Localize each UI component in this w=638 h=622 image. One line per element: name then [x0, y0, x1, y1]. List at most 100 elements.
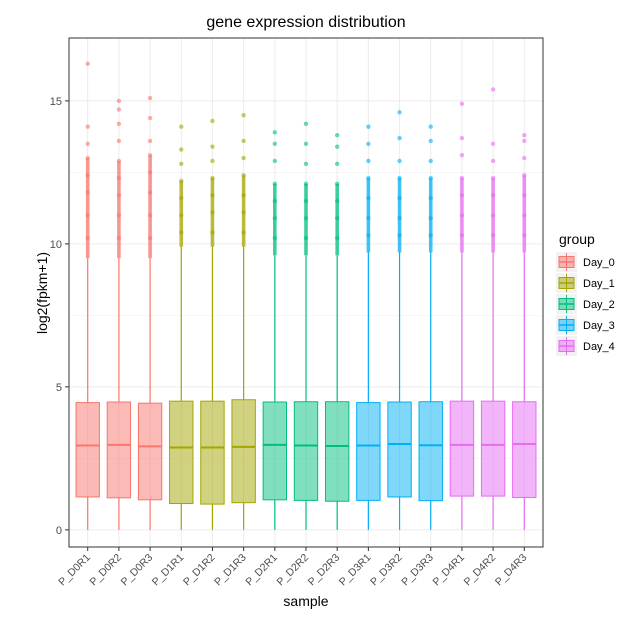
outlier-point — [522, 193, 527, 198]
outlier-point — [459, 193, 465, 198]
outlier-point — [210, 230, 215, 235]
outlier-point — [397, 110, 402, 115]
outlier-point — [147, 235, 153, 241]
outlier-point — [116, 98, 122, 104]
outlier-point — [397, 215, 402, 221]
outlier-point — [303, 235, 309, 241]
outlier-point — [334, 133, 340, 138]
outlier-point — [85, 213, 90, 218]
boxplot-P_D0R2 — [106, 98, 132, 530]
outlier-point — [116, 138, 122, 144]
box — [512, 401, 537, 499]
outlier-point — [522, 133, 527, 138]
box — [262, 401, 288, 501]
outlier-point — [210, 118, 215, 124]
outlier-point — [366, 195, 371, 201]
outlier-point — [490, 233, 496, 238]
outlier-point — [241, 113, 246, 118]
outlier-point — [179, 161, 184, 167]
outlier-point — [303, 141, 309, 147]
y-axis-label: log2(fpkm+1) — [34, 252, 50, 334]
y-tick-label: 5 — [56, 382, 62, 394]
outlier-point — [147, 95, 153, 101]
outlier-point — [397, 158, 402, 164]
y-tick-label: 10 — [50, 239, 62, 251]
outlier-point — [116, 158, 122, 164]
outlier-point — [85, 235, 90, 241]
outlier-cluster — [148, 155, 152, 259]
legend-entry-day-2: Day_2 — [556, 294, 615, 314]
box — [106, 401, 132, 499]
box — [231, 399, 256, 504]
outlier-point — [428, 124, 433, 129]
box — [324, 401, 350, 502]
outlier-point — [85, 124, 90, 129]
outlier-point — [428, 195, 433, 201]
outlier-point — [490, 193, 496, 198]
outlier-point — [303, 161, 309, 167]
outlier-point — [303, 181, 309, 187]
outlier-point — [272, 198, 278, 204]
outlier-cluster — [85, 158, 90, 259]
boxplot-P_D1R2 — [200, 118, 225, 530]
outlier-point — [85, 155, 90, 161]
outlier-point — [272, 181, 278, 187]
outlier-point — [397, 195, 402, 201]
outlier-point — [428, 233, 433, 238]
boxplot-P_D2R2 — [293, 121, 319, 530]
box — [293, 401, 319, 501]
outlier-point — [241, 138, 246, 144]
outlier-point — [428, 138, 433, 144]
outlier-point — [366, 158, 371, 164]
outlier-point — [85, 190, 90, 195]
outlier-point — [210, 210, 215, 215]
outlier-point — [428, 175, 433, 181]
outlier-point — [334, 144, 340, 149]
boxplot-P_D2R3 — [324, 133, 350, 530]
outlier-point — [397, 175, 402, 181]
outlier-point — [147, 153, 153, 158]
outlier-point — [490, 141, 496, 147]
box — [449, 400, 475, 497]
outlier-point — [303, 121, 309, 126]
outlier-point — [179, 147, 184, 152]
outlier-point — [303, 198, 309, 204]
outlier-point — [334, 161, 340, 167]
box — [356, 402, 381, 501]
boxplot-P_D4R2 — [480, 87, 506, 530]
outlier-point — [116, 107, 122, 112]
outlier-point — [303, 215, 309, 221]
outlier-cluster — [117, 160, 121, 259]
outlier-point — [85, 141, 90, 147]
outlier-cluster — [428, 178, 433, 253]
y-tick-label: 0 — [56, 525, 62, 537]
outlier-cluster — [366, 178, 371, 253]
outlier-point — [428, 158, 433, 164]
outlier-point — [334, 235, 340, 241]
outlier-point — [490, 175, 496, 181]
outlier-point — [366, 175, 371, 181]
boxplot-P_D1R1 — [169, 124, 194, 530]
outlier-point — [334, 215, 340, 221]
outlier-point — [459, 135, 465, 141]
outlier-point — [397, 135, 402, 141]
boxplot-P_D3R1 — [356, 124, 381, 530]
box — [480, 400, 506, 497]
outlier-point — [522, 233, 527, 238]
outlier-point — [116, 213, 122, 218]
legend-label: Day_4 — [583, 341, 615, 353]
boxplot-P_D1R3 — [231, 113, 256, 530]
boxplot-P_D2R1 — [262, 130, 288, 530]
outlier-point — [272, 130, 278, 135]
box — [200, 400, 225, 505]
outlier-point — [522, 155, 527, 161]
legend-entry-day-4: Day_4 — [556, 336, 615, 356]
outlier-point — [116, 121, 122, 126]
box — [387, 401, 412, 498]
outlier-point — [366, 215, 371, 221]
outlier-point — [179, 230, 184, 235]
outlier-point — [147, 190, 153, 195]
outlier-point — [116, 193, 122, 198]
y-axis: 0 5 10 15 — [50, 96, 69, 537]
